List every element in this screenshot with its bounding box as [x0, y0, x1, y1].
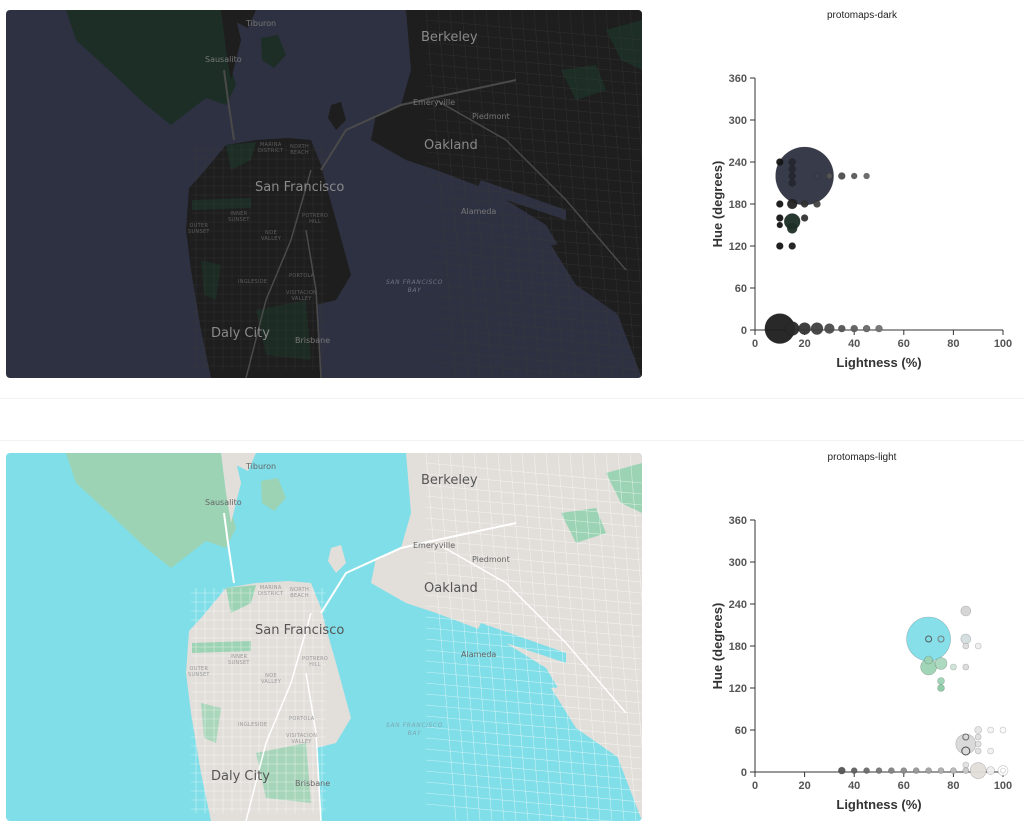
- map-label-alameda: Alameda: [461, 207, 497, 216]
- map-label-bay: SAN FRANCISCO BAY: [386, 722, 444, 737]
- svg-text:60: 60: [898, 338, 910, 350]
- map-label-tiburon: Tiburon: [246, 462, 277, 471]
- map-label-north-beach: NORTH BEACH: [290, 587, 310, 599]
- map-label-san-francisco: San Francisco: [255, 623, 345, 638]
- divider: [0, 440, 1024, 441]
- map-label-potrero: POTRERO HILL: [302, 656, 329, 668]
- map-label-ingleside: INGLESIDE: [238, 279, 268, 285]
- svg-text:20: 20: [798, 780, 810, 792]
- panel-dark: Tiburon Sausalito Berkeley Emeryville Piedmo…: [0, 0, 1024, 395]
- map-label-inner-sunset: INNER SUNSET: [228, 654, 250, 666]
- svg-text:60: 60: [735, 725, 747, 737]
- chart-dark: protomaps-dark 0 60 120 180 240 300 360 0 20 40 60…: [700, 0, 1024, 390]
- svg-text:360: 360: [729, 515, 747, 527]
- map-label-north-beach: NORTH BEACH: [290, 144, 310, 156]
- svg-text:240: 240: [729, 599, 747, 611]
- svg-text:300: 300: [729, 115, 747, 127]
- map-label-brisbane: Brisbane: [295, 779, 331, 788]
- svg-text:40: 40: [848, 780, 860, 792]
- svg-text:20: 20: [798, 338, 810, 350]
- map-label-daly-city: Daly City: [211, 326, 270, 341]
- map-label-brisbane: Brisbane: [295, 336, 331, 345]
- map-label-oakland: Oakland: [424, 138, 478, 153]
- map-label-san-francisco: San Francisco: [255, 180, 345, 195]
- chart-title: protomaps-dark: [826, 10, 898, 21]
- svg-text:80: 80: [947, 338, 959, 350]
- svg-text:60: 60: [898, 780, 910, 792]
- map-label-noe-valley: NOE VALLEY: [261, 230, 282, 242]
- map-label-outer-sunset: OUTER SUNSET: [188, 223, 210, 235]
- map-label-piedmont: Piedmont: [472, 555, 510, 564]
- svg-text:180: 180: [729, 641, 747, 653]
- map-label-visitacion: VISITACION VALLEY: [286, 733, 318, 745]
- map-label-sausalito: Sausalito: [205, 498, 242, 507]
- svg-text:300: 300: [729, 557, 747, 569]
- svg-text:100: 100: [994, 780, 1012, 792]
- svg-text:Lightness (%): Lightness (%): [836, 797, 921, 812]
- svg-text:Lightness (%): Lightness (%): [836, 355, 921, 370]
- map-label-outer-sunset: OUTER SUNSET: [188, 666, 210, 678]
- map-label-berkeley: Berkeley: [421, 30, 478, 45]
- map-light[interactable]: Tiburon Sausalito Berkeley Emeryville Piedmo…: [6, 453, 642, 821]
- svg-text:120: 120: [729, 241, 747, 253]
- map-label-tiburon: Tiburon: [246, 19, 277, 28]
- map-label-piedmont: Piedmont: [472, 112, 510, 121]
- map-label-noe-valley: NOE VALLEY: [261, 673, 282, 685]
- map-label-visitacion: VISITACION VALLEY: [286, 290, 318, 302]
- map-label-emeryville: Emeryville: [413, 541, 456, 550]
- map-label-berkeley: Berkeley: [421, 473, 478, 488]
- svg-text:100: 100: [994, 338, 1012, 350]
- svg-text:240: 240: [729, 157, 747, 169]
- map-label-sausalito: Sausalito: [205, 55, 242, 64]
- scatter-plot: 0 60 120 180 240 300 360 0 20 40 60 80 100 Lightness …: [710, 73, 1012, 370]
- svg-text:120: 120: [729, 683, 747, 695]
- svg-text:Hue (degrees): Hue (degrees): [710, 603, 725, 690]
- map-label-marina: MARINA DISTRICT: [258, 585, 284, 597]
- svg-text:0: 0: [741, 767, 747, 779]
- map-label-alameda: Alameda: [461, 650, 497, 659]
- svg-text:180: 180: [729, 199, 747, 211]
- chart-light: protomaps-light 0 60 120 180 240 300 360 0 20 40 6…: [700, 442, 1024, 832]
- svg-text:60: 60: [735, 283, 747, 295]
- svg-text:0: 0: [752, 780, 758, 792]
- map-label-daly-city: Daly City: [211, 769, 270, 784]
- map-label-bay: SAN FRANCISCO BAY: [386, 279, 444, 294]
- map-canvas: [6, 453, 642, 821]
- map-label-portola: PORTOLA: [289, 716, 315, 722]
- chart-title: protomaps-light: [827, 452, 897, 463]
- divider: [0, 398, 1024, 399]
- scatter-plot: 0 60 120 180 240 300 360 0 20 40 60 80 100 Lightness …: [710, 515, 1012, 812]
- svg-text:0: 0: [741, 325, 747, 337]
- svg-text:40: 40: [848, 338, 860, 350]
- svg-text:Hue (degrees): Hue (degrees): [710, 161, 725, 248]
- map-label-emeryville: Emeryville: [413, 98, 456, 107]
- map-label-potrero: POTRERO HILL: [302, 213, 329, 225]
- map-label-inner-sunset: INNER SUNSET: [228, 211, 250, 223]
- map-label-ingleside: INGLESIDE: [238, 722, 268, 728]
- svg-text:360: 360: [729, 73, 747, 85]
- map-canvas: [6, 10, 642, 378]
- map-label-marina: MARINA DISTRICT: [258, 142, 284, 154]
- map-label-oakland: Oakland: [424, 581, 478, 596]
- map-dark[interactable]: Tiburon Sausalito Berkeley Emeryville Piedmo…: [6, 10, 642, 378]
- panel-light: Tiburon Sausalito Berkeley Emeryville Piedmo…: [0, 442, 1024, 829]
- svg-text:0: 0: [752, 338, 758, 350]
- map-label-portola: PORTOLA: [289, 273, 315, 279]
- svg-text:80: 80: [947, 780, 959, 792]
